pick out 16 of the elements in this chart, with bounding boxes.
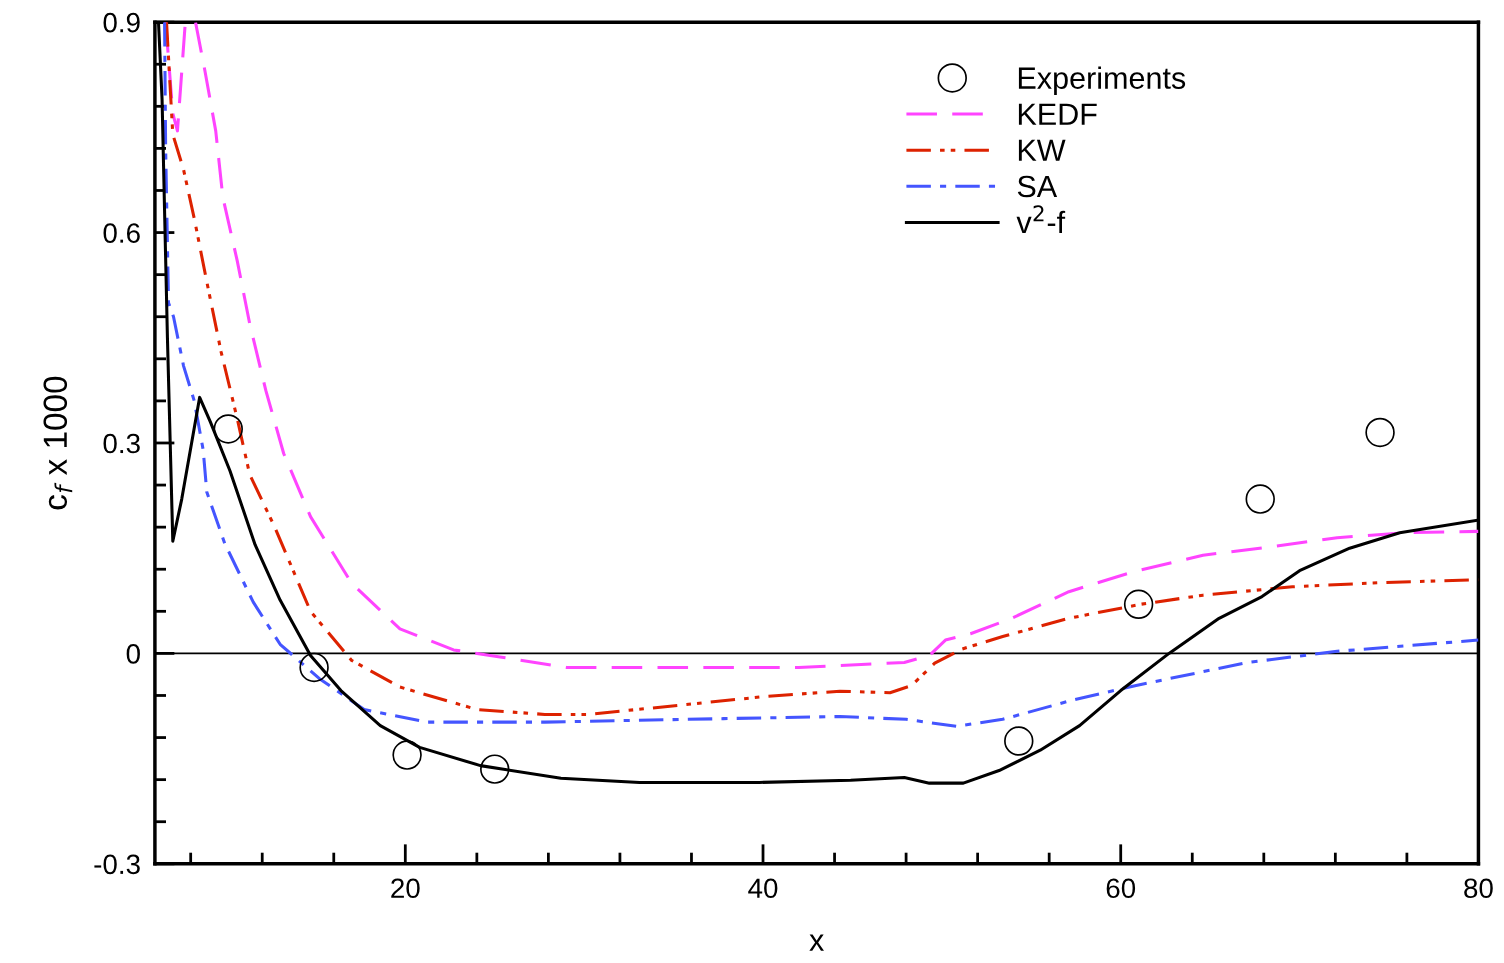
legend-label: Experiments <box>1018 66 1186 95</box>
x-tick-label: 20 <box>391 878 420 899</box>
y-tick-label: 0 <box>126 644 140 664</box>
x-tick-label: 80 <box>1464 878 1493 899</box>
x-axis-title: x <box>809 934 824 951</box>
legend-label: v$^{2}$-f <box>1016 205 1066 233</box>
legend-label: KEDF <box>1018 103 1097 125</box>
x-tick-label: 60 <box>1106 878 1136 899</box>
legend-label: SA <box>1017 175 1058 198</box>
y-tick-label: 0.6 <box>103 223 140 243</box>
y-tick-label: -0.3 <box>94 854 140 875</box>
y-tick-label: 0.9 <box>103 12 140 33</box>
y-axis-title: c$_{f}$ x 1000 <box>43 376 73 510</box>
x-tick-label: 40 <box>748 878 778 899</box>
legend-label: KW <box>1018 139 1066 161</box>
y-tick-label: 0.3 <box>103 433 140 454</box>
